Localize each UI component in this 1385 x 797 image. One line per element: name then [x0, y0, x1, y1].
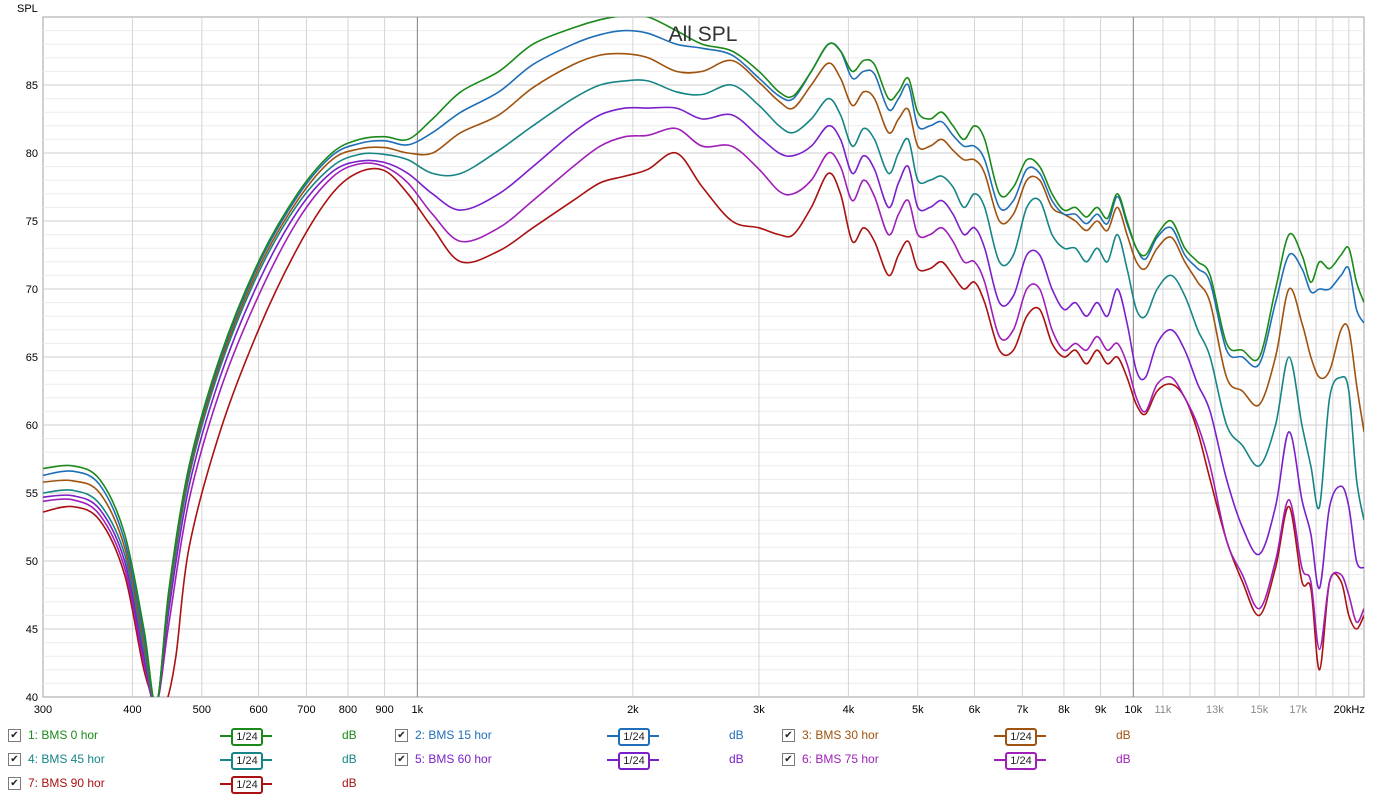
legend-item: ✔ 7: BMS 90 hor 1/24 dB — [8, 774, 388, 794]
series-line-2 — [43, 29, 1364, 697]
x-tick-label: 15k — [1251, 704, 1269, 716]
smoothing-value: 1/24 — [618, 728, 650, 746]
x-tick-label: 1k — [412, 704, 424, 716]
y-tick-label: 60 — [26, 420, 38, 432]
x-tick-label: 13k — [1206, 704, 1224, 716]
y-axis-label: SPL — [17, 3, 38, 15]
series-visibility-checkbox[interactable]: ✔ — [395, 729, 408, 742]
series-line-5 — [43, 106, 1364, 697]
y-tick-label: 55 — [26, 488, 38, 500]
legend-series-name: 3: BMS 30 hor — [802, 728, 879, 742]
x-tick-label: 900 — [375, 704, 393, 716]
y-tick-label: 70 — [26, 284, 38, 296]
spl-chart: 40 45 50 55 60 65 70 75 80 85 300 400 500 600 700 800 90… — [17, 3, 1365, 716]
legend-series-name: 2: BMS 15 hor — [415, 728, 492, 742]
x-tick-label: 7k — [1017, 704, 1029, 716]
smoothing-value: 1/24 — [231, 752, 263, 770]
x-tick-label: 3k — [753, 704, 765, 716]
smoothing-value: 1/24 — [1005, 752, 1037, 770]
series-visibility-checkbox[interactable]: ✔ — [782, 729, 795, 742]
chart-title: All SPL — [669, 23, 738, 46]
smoothing-selector[interactable]: 1/24 — [994, 726, 1046, 746]
y-tick-label: 65 — [26, 352, 38, 364]
series-line-6 — [43, 127, 1364, 697]
series-line-3 — [43, 52, 1364, 697]
legend-unit: dB — [1116, 728, 1131, 742]
x-tick-label: 5k — [912, 704, 924, 716]
x-tick-label: 11k — [1154, 704, 1171, 716]
x-tick-label: 700 — [297, 704, 315, 716]
smoothing-selector[interactable]: 1/24 — [994, 750, 1046, 770]
smoothing-selector[interactable]: 1/24 — [220, 774, 272, 794]
smoothing-selector[interactable]: 1/24 — [220, 726, 272, 746]
legend-item: ✔ 1: BMS 0 hor 1/24 dB — [8, 726, 388, 746]
series-visibility-checkbox[interactable]: ✔ — [782, 753, 795, 766]
legend-unit: dB — [342, 776, 357, 790]
legend-series-name: 1: BMS 0 hor — [28, 728, 99, 742]
y-tick-label: 75 — [26, 216, 38, 228]
legend-series-name: 4: BMS 45 hor — [28, 752, 105, 766]
smoothing-selector[interactable]: 1/24 — [607, 750, 659, 770]
series-visibility-checkbox[interactable]: ✔ — [8, 753, 21, 766]
legend-unit: dB — [342, 728, 357, 742]
x-tick-label: 6k — [969, 704, 981, 716]
legend-series-name: 6: BMS 75 hor — [802, 752, 879, 766]
series-visibility-checkbox[interactable]: ✔ — [8, 729, 21, 742]
grid — [43, 17, 1364, 697]
series-lines — [43, 17, 1364, 697]
smoothing-selector[interactable]: 1/24 — [220, 750, 272, 770]
series-line-4 — [43, 79, 1364, 697]
legend-item: ✔ 3: BMS 30 hor 1/24 dB — [782, 726, 1162, 746]
y-tick-label: 80 — [26, 148, 38, 160]
y-tick-label: 50 — [26, 556, 38, 568]
y-tick-label: 45 — [26, 624, 38, 636]
legend-unit: dB — [729, 752, 744, 766]
series-line-7 — [43, 151, 1364, 697]
legend: ✔ 1: BMS 0 hor 1/24 dB ✔ 2: BMS 15 hor 1/24 dB ✔… — [0, 722, 1385, 797]
y-tick-label: 40 — [26, 692, 38, 704]
smoothing-value: 1/24 — [231, 728, 263, 746]
smoothing-selector[interactable]: 1/24 — [607, 726, 659, 746]
x-tick-label: 20kHz — [1334, 704, 1365, 716]
x-tick-label: 4k — [843, 704, 855, 716]
x-tick-label: 9k — [1095, 704, 1107, 716]
legend-item: ✔ 6: BMS 75 hor 1/24 dB — [782, 750, 1162, 770]
series-line-1 — [43, 17, 1364, 697]
smoothing-value: 1/24 — [618, 752, 650, 770]
smoothing-value: 1/24 — [1005, 728, 1037, 746]
legend-unit: dB — [729, 728, 744, 742]
legend-item: ✔ 4: BMS 45 hor 1/24 dB — [8, 750, 388, 770]
series-visibility-checkbox[interactable]: ✔ — [8, 777, 21, 790]
series-visibility-checkbox[interactable]: ✔ — [395, 753, 408, 766]
axes: 40 45 50 55 60 65 70 75 80 85 300 400 500 600 700 800 90… — [26, 80, 1365, 716]
x-tick-label: 10k — [1124, 704, 1142, 716]
legend-item: ✔ 2: BMS 15 hor 1/24 dB — [395, 726, 775, 746]
x-tick-label: 500 — [193, 704, 211, 716]
legend-unit: dB — [1116, 752, 1131, 766]
legend-series-name: 7: BMS 90 hor — [28, 776, 105, 790]
x-tick-label: 8k — [1058, 704, 1070, 716]
x-tick-label: 600 — [249, 704, 267, 716]
x-tick-label: 800 — [339, 704, 357, 716]
y-tick-label: 85 — [26, 80, 38, 92]
legend-unit: dB — [342, 752, 357, 766]
smoothing-value: 1/24 — [231, 776, 263, 794]
x-tick-label: 17k — [1289, 704, 1307, 716]
x-tick-label: 300 — [34, 704, 52, 716]
x-tick-label: 400 — [123, 704, 141, 716]
x-tick-label: 2k — [627, 704, 639, 716]
legend-series-name: 5: BMS 60 hor — [415, 752, 492, 766]
legend-item: ✔ 5: BMS 60 hor 1/24 dB — [395, 750, 775, 770]
